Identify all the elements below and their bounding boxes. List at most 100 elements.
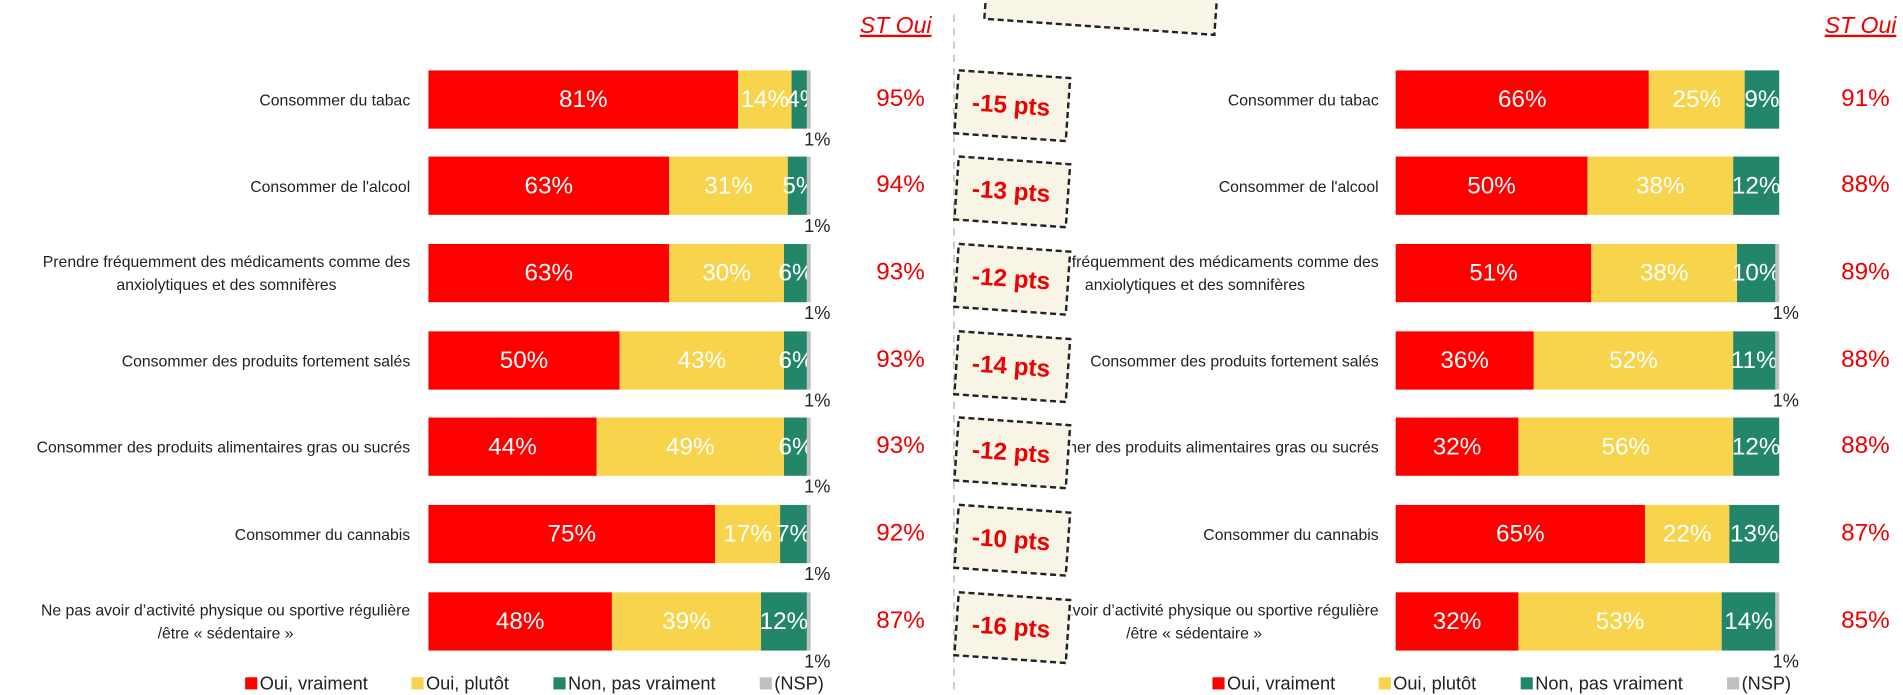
category-label: Ne pas avoir d’activité physique ou spor…: [1072, 600, 1379, 643]
value-label: 11%: [1731, 347, 1778, 374]
legend-swatch: [411, 677, 424, 690]
value-label: 51%: [1469, 260, 1518, 287]
total-label: 88%: [1841, 171, 1890, 198]
difference-rect: [953, 242, 1072, 316]
category-label: Consommer de l'alcool: [1218, 176, 1379, 195]
bar-segment: [1518, 417, 1734, 476]
category-label: Ne pas avoir d’activité physique ou spor…: [40, 600, 411, 643]
category-label-box: Prendre fréquemment des médicaments comm…: [1072, 252, 1379, 293]
difference-label: -12 pts: [971, 437, 1051, 469]
bar-segment: [428, 156, 670, 215]
bar-segment: [428, 504, 716, 564]
value-label: 14%: [1724, 608, 1773, 635]
bar-segment: [1395, 156, 1588, 215]
total-header: ST Oui: [1825, 12, 1898, 38]
category-label-wrap: Consommer du tabac: [0, 63, 410, 136]
value-label: 43%: [677, 347, 726, 374]
bar-segment: [1644, 504, 1730, 564]
value-label: 13%: [1730, 521, 1779, 548]
category-label-wrap: Consommer des produits fortement salés: [1072, 324, 1379, 397]
legend-swatch: [759, 677, 772, 690]
value-label: 49%: [666, 433, 715, 460]
category-label-box: Consommer des produits alimentaires gras…: [36, 437, 411, 456]
difference-rect: [953, 416, 1072, 490]
bar-segment: [783, 331, 807, 390]
value-label: 75%: [547, 521, 596, 548]
category-label: Consommer du tabac: [259, 90, 411, 109]
bar-segment: [611, 592, 762, 651]
bar-segment: [1744, 70, 1780, 129]
value-label: 4%: [786, 86, 821, 113]
category-label-wrap: Consommer de l'alcool: [0, 149, 410, 222]
difference-box: -13 pts: [953, 155, 1072, 229]
value-label: 1%: [804, 130, 830, 150]
bar-segment: [1775, 243, 1780, 303]
bar-segment: [428, 331, 620, 390]
difference-label: -12 pts: [971, 263, 1051, 295]
bar-segment: [780, 504, 807, 564]
legend-swatch: [553, 677, 566, 690]
top-box-rect: [983, 0, 1221, 37]
value-label: 81%: [559, 86, 608, 113]
value-label: 63%: [525, 172, 574, 199]
category-label: Consommer des produits fortement salés: [121, 351, 411, 370]
bar-segment: [715, 504, 781, 564]
category-label: Consommer du cannabis: [234, 524, 411, 544]
category-label-box: Consommer du cannabis: [234, 524, 411, 544]
total-label: 93%: [876, 432, 925, 459]
total-label: 94%: [876, 171, 925, 198]
bar-segment: [596, 417, 784, 476]
bar-segment: [1729, 504, 1780, 564]
bar-segment: [428, 70, 739, 129]
category-label-box: Consommer de l'alcool: [1218, 176, 1379, 195]
category-label-wrap: Ne pas avoir d’activité physique ou spor…: [0, 585, 410, 658]
value-label: 22%: [1663, 521, 1712, 548]
bar-segment: [1395, 504, 1645, 564]
bar-segment: [1721, 592, 1776, 651]
category-label: Consommer des produits alimentaires gras…: [36, 437, 411, 456]
legend-label: Oui, vraiment: [260, 673, 368, 693]
value-label: 38%: [1636, 172, 1685, 199]
category-label-box: Ne pas avoir d’activité physique ou spor…: [1072, 600, 1379, 643]
value-label: 31%: [704, 172, 753, 199]
total-label: 87%: [876, 607, 925, 634]
category-label-box: Consommer du tabac: [0, 63, 410, 136]
difference-box: -12 pts: [953, 242, 1072, 316]
value-label: 1%: [1773, 303, 1799, 323]
bar-segment: [1733, 331, 1776, 390]
legend-swatch: [245, 677, 258, 690]
value-label: 1%: [804, 564, 830, 584]
difference-label: -15 pts: [971, 90, 1051, 122]
category-label-box: Consommer des produits alimentaires gras…: [1072, 438, 1379, 456]
bar-segment: [1533, 331, 1734, 390]
bar-segment: [428, 592, 612, 651]
legend-swatch: [1727, 677, 1740, 690]
value-label: 44%: [488, 433, 537, 460]
total-label: 87%: [1841, 519, 1890, 546]
bar-segment: [806, 243, 811, 303]
legend-swatch: [1378, 677, 1391, 690]
category-label: Consommer de l'alcool: [250, 176, 411, 195]
value-label: 1%: [804, 391, 830, 411]
value-label: 1%: [804, 477, 830, 497]
legend-label: Non, pas vraiment: [568, 673, 716, 693]
bar-segment: [806, 592, 811, 651]
bar-segment: [806, 156, 811, 215]
bar-segment: [669, 156, 788, 215]
bar-segment: [1518, 592, 1722, 651]
value-label: 1%: [1773, 391, 1799, 411]
difference-rect: [953, 590, 1072, 665]
legend-label: (NSP): [1742, 673, 1792, 693]
difference-box: -10 pts: [953, 503, 1072, 577]
bar-segment: [669, 243, 784, 303]
bar-segment: [1395, 70, 1649, 129]
bar-segment: [1775, 592, 1780, 651]
value-label: 10%: [1732, 260, 1781, 287]
bar-segment: [738, 70, 792, 129]
value-label: 14%: [741, 86, 790, 113]
difference-rect: [953, 503, 1072, 577]
legend-label: Non, pas vraiment: [1535, 673, 1683, 693]
category-label: Prendre fréquemment des médicaments comm…: [42, 252, 411, 294]
total-label: 91%: [1841, 85, 1890, 112]
bar-segment: [1737, 243, 1776, 303]
